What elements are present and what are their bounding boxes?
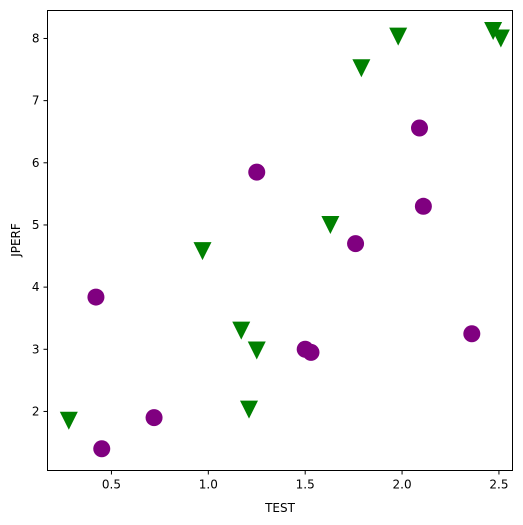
y-axis-label: JPERF	[9, 223, 23, 258]
y-tick-label: 7	[32, 94, 40, 108]
data-point-triangle	[352, 59, 371, 78]
x-axis-ticks: 0.5 1.0 1.5 2.0 2.5	[102, 470, 508, 492]
x-tick-label: 2.0	[393, 478, 412, 492]
data-point-circle	[463, 325, 481, 343]
y-tick-label: 3	[32, 342, 40, 356]
x-tick-label: 0.5	[102, 478, 121, 492]
data-point-triangle	[59, 411, 78, 430]
data-point-circle	[248, 163, 266, 181]
x-tick-label: 1.5	[296, 478, 315, 492]
data-point-circle	[87, 288, 105, 306]
data-point-circle	[145, 409, 163, 427]
data-point-circle	[93, 440, 111, 458]
plot-frame	[47, 10, 513, 471]
y-tick-label: 4	[32, 280, 40, 294]
data-point-circle	[414, 197, 432, 215]
x-tick-label: 1.0	[199, 478, 218, 492]
data-point-triangle	[193, 242, 212, 261]
data-point-circle	[302, 343, 320, 361]
data-point-triangle	[389, 27, 408, 46]
data-point-triangle	[321, 215, 340, 234]
data-point-triangle	[240, 400, 258, 419]
y-tick-label: 8	[32, 31, 40, 45]
x-axis-label: TEST	[264, 501, 296, 515]
y-axis-ticks: 2 3 4 5 6 7 8	[32, 31, 48, 418]
data-point-triangle	[247, 341, 266, 360]
plot-marks	[59, 22, 510, 458]
y-tick-label: 2	[32, 404, 40, 418]
data-point-triangle	[491, 29, 510, 48]
y-tick-label: 6	[32, 156, 40, 170]
x-tick-label: 2.5	[489, 478, 508, 492]
data-point-triangle	[232, 321, 251, 340]
data-point-circle	[347, 235, 365, 253]
data-point-circle	[411, 119, 428, 137]
y-tick-label: 5	[32, 218, 40, 232]
